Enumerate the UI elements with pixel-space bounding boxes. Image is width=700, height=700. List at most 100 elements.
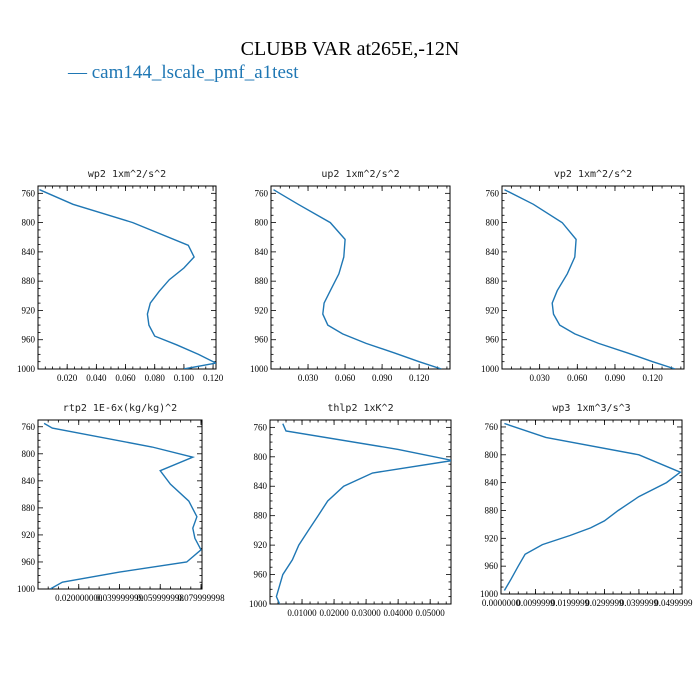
x-tick-label: 0.0099999: [516, 598, 555, 608]
y-tick-label: 880: [22, 503, 36, 513]
x-tick-label: 0.040: [86, 373, 107, 383]
series-line: [273, 189, 442, 369]
series-line: [39, 189, 216, 369]
plot-frame: [269, 419, 452, 605]
x-tick-label: 0.120: [203, 373, 224, 383]
panel-title: rtp2 1E-6x(kg/kg)^2: [63, 403, 177, 414]
x-tick-label: 0.120: [409, 373, 430, 383]
x-tick-label: 0.079999998: [177, 593, 225, 603]
x-tick-label: 0.0399999: [620, 598, 659, 608]
y-tick-label: 1000: [17, 584, 36, 594]
y-tick-label: 840: [22, 476, 36, 486]
series-line: [504, 189, 676, 369]
x-tick-label: 0.039999999: [96, 593, 144, 603]
x-tick-label: 0.020: [57, 373, 78, 383]
legend-entry: — cam144_lscale_pmf_a1test: [67, 62, 299, 83]
x-tick-label: 0.090: [372, 373, 393, 383]
panel-title: thlp2 1xK^2: [327, 403, 393, 414]
plot-frame: [37, 185, 217, 370]
x-tick-label: 0.0499999: [654, 598, 693, 608]
y-tick-label: 1000: [481, 364, 500, 374]
legend-label: cam144_lscale_pmf_a1test: [92, 62, 300, 83]
y-tick-label: 840: [255, 247, 269, 257]
y-tick-label: 840: [254, 481, 268, 491]
y-tick-label: 840: [486, 247, 500, 257]
y-tick-label: 880: [255, 276, 269, 286]
y-tick-label: 760: [255, 188, 269, 198]
panel-4: rtp2 1E-6x(kg/kg)^2 760 800 840 880 920 960 100…: [17, 403, 225, 603]
y-tick-label: 920: [486, 305, 500, 315]
x-tick-label: 0.060: [335, 373, 356, 383]
x-tick-label: 0.0000000: [482, 598, 521, 608]
plot-frame: [501, 185, 685, 370]
y-tick-label: 760: [22, 422, 36, 432]
y-tick-label: 800: [22, 449, 36, 459]
y-tick-label: 760: [485, 422, 499, 432]
y-tick-label: 880: [486, 276, 500, 286]
figure-title: CLUBB VAR at265E,-12N: [241, 38, 460, 60]
x-tick-label: 0.060: [567, 373, 588, 383]
y-tick-label: 960: [255, 335, 269, 345]
panel-2: up2 1xm^2/s^2 760 800 840 880 920 960 1000 0.030…: [250, 169, 451, 383]
y-tick-label: 960: [22, 557, 36, 567]
y-tick-label: 1000: [249, 599, 268, 609]
x-tick-label: 0.020000000: [55, 593, 103, 603]
plot-frame: [37, 419, 203, 590]
x-tick-label: 0.030: [530, 373, 551, 383]
x-tick-label: 0.02000: [319, 608, 349, 618]
y-tick-label: 920: [22, 530, 36, 540]
y-tick-label: 960: [22, 335, 36, 345]
panel-title: wp2 1xm^2/s^2: [88, 169, 166, 180]
x-tick-label: 0.100: [174, 373, 195, 383]
plot-frame: [270, 185, 451, 370]
y-tick-label: 800: [254, 452, 268, 462]
y-tick-label: 880: [22, 276, 36, 286]
y-tick-label: 920: [254, 540, 268, 550]
panel-title: vp2 1xm^2/s^2: [554, 169, 632, 180]
x-tick-label: 0.090: [605, 373, 626, 383]
y-tick-label: 920: [485, 533, 499, 543]
x-tick-label: 0.060: [115, 373, 136, 383]
legend: — cam144_lscale_pmf_a1test: [67, 62, 299, 83]
panel-1: wp2 1xm^2/s^2 760 800 840 880 920 960 1000 0.020…: [17, 169, 224, 383]
series-line: [43, 422, 202, 589]
x-tick-label: 0.030: [298, 373, 319, 383]
x-tick-label: 0.05000: [416, 608, 446, 618]
y-tick-label: 920: [255, 305, 269, 315]
series-line: [503, 422, 682, 591]
y-tick-label: 960: [254, 570, 268, 580]
y-tick-label: 960: [486, 335, 500, 345]
y-tick-label: 800: [485, 450, 499, 460]
y-tick-label: 960: [485, 561, 499, 571]
panel-title: up2 1xm^2/s^2: [321, 169, 399, 180]
y-tick-label: 840: [22, 247, 36, 257]
y-tick-label: 800: [255, 218, 269, 228]
y-tick-label: 760: [254, 422, 268, 432]
y-tick-label: 880: [485, 505, 499, 515]
y-tick-label: 760: [22, 188, 36, 198]
y-tick-label: 1000: [480, 589, 499, 599]
y-tick-label: 840: [485, 478, 499, 488]
x-tick-label: 0.03000: [351, 608, 381, 618]
y-tick-label: 1000: [250, 364, 269, 374]
series-line: [275, 423, 451, 604]
y-tick-label: 880: [254, 511, 268, 521]
x-tick-label: 0.04000: [384, 608, 414, 618]
panels: wp2 1xm^2/s^2 760 800 840 880 920 960 1000 0.020…: [17, 169, 693, 618]
x-tick-label: 0.120: [642, 373, 663, 383]
legend-line-glyph: —: [67, 62, 92, 83]
x-tick-label: 0.0299999: [585, 598, 624, 608]
x-tick-label: 0.01000: [287, 608, 317, 618]
y-tick-label: 920: [22, 305, 36, 315]
plot-frame: [500, 419, 683, 595]
y-tick-label: 760: [486, 188, 500, 198]
y-tick-label: 800: [22, 218, 36, 228]
y-tick-label: 1000: [17, 364, 36, 374]
x-tick-label: 0.0199999: [551, 598, 590, 608]
x-tick-label: 0.059999998: [137, 593, 185, 603]
panel-title: wp3 1xm^3/s^3: [552, 403, 630, 414]
x-tick-label: 0.080: [145, 373, 166, 383]
panel-3: vp2 1xm^2/s^2 760 800 840 880 920 960 1000 0.030…: [481, 169, 685, 383]
y-tick-label: 800: [486, 218, 500, 228]
